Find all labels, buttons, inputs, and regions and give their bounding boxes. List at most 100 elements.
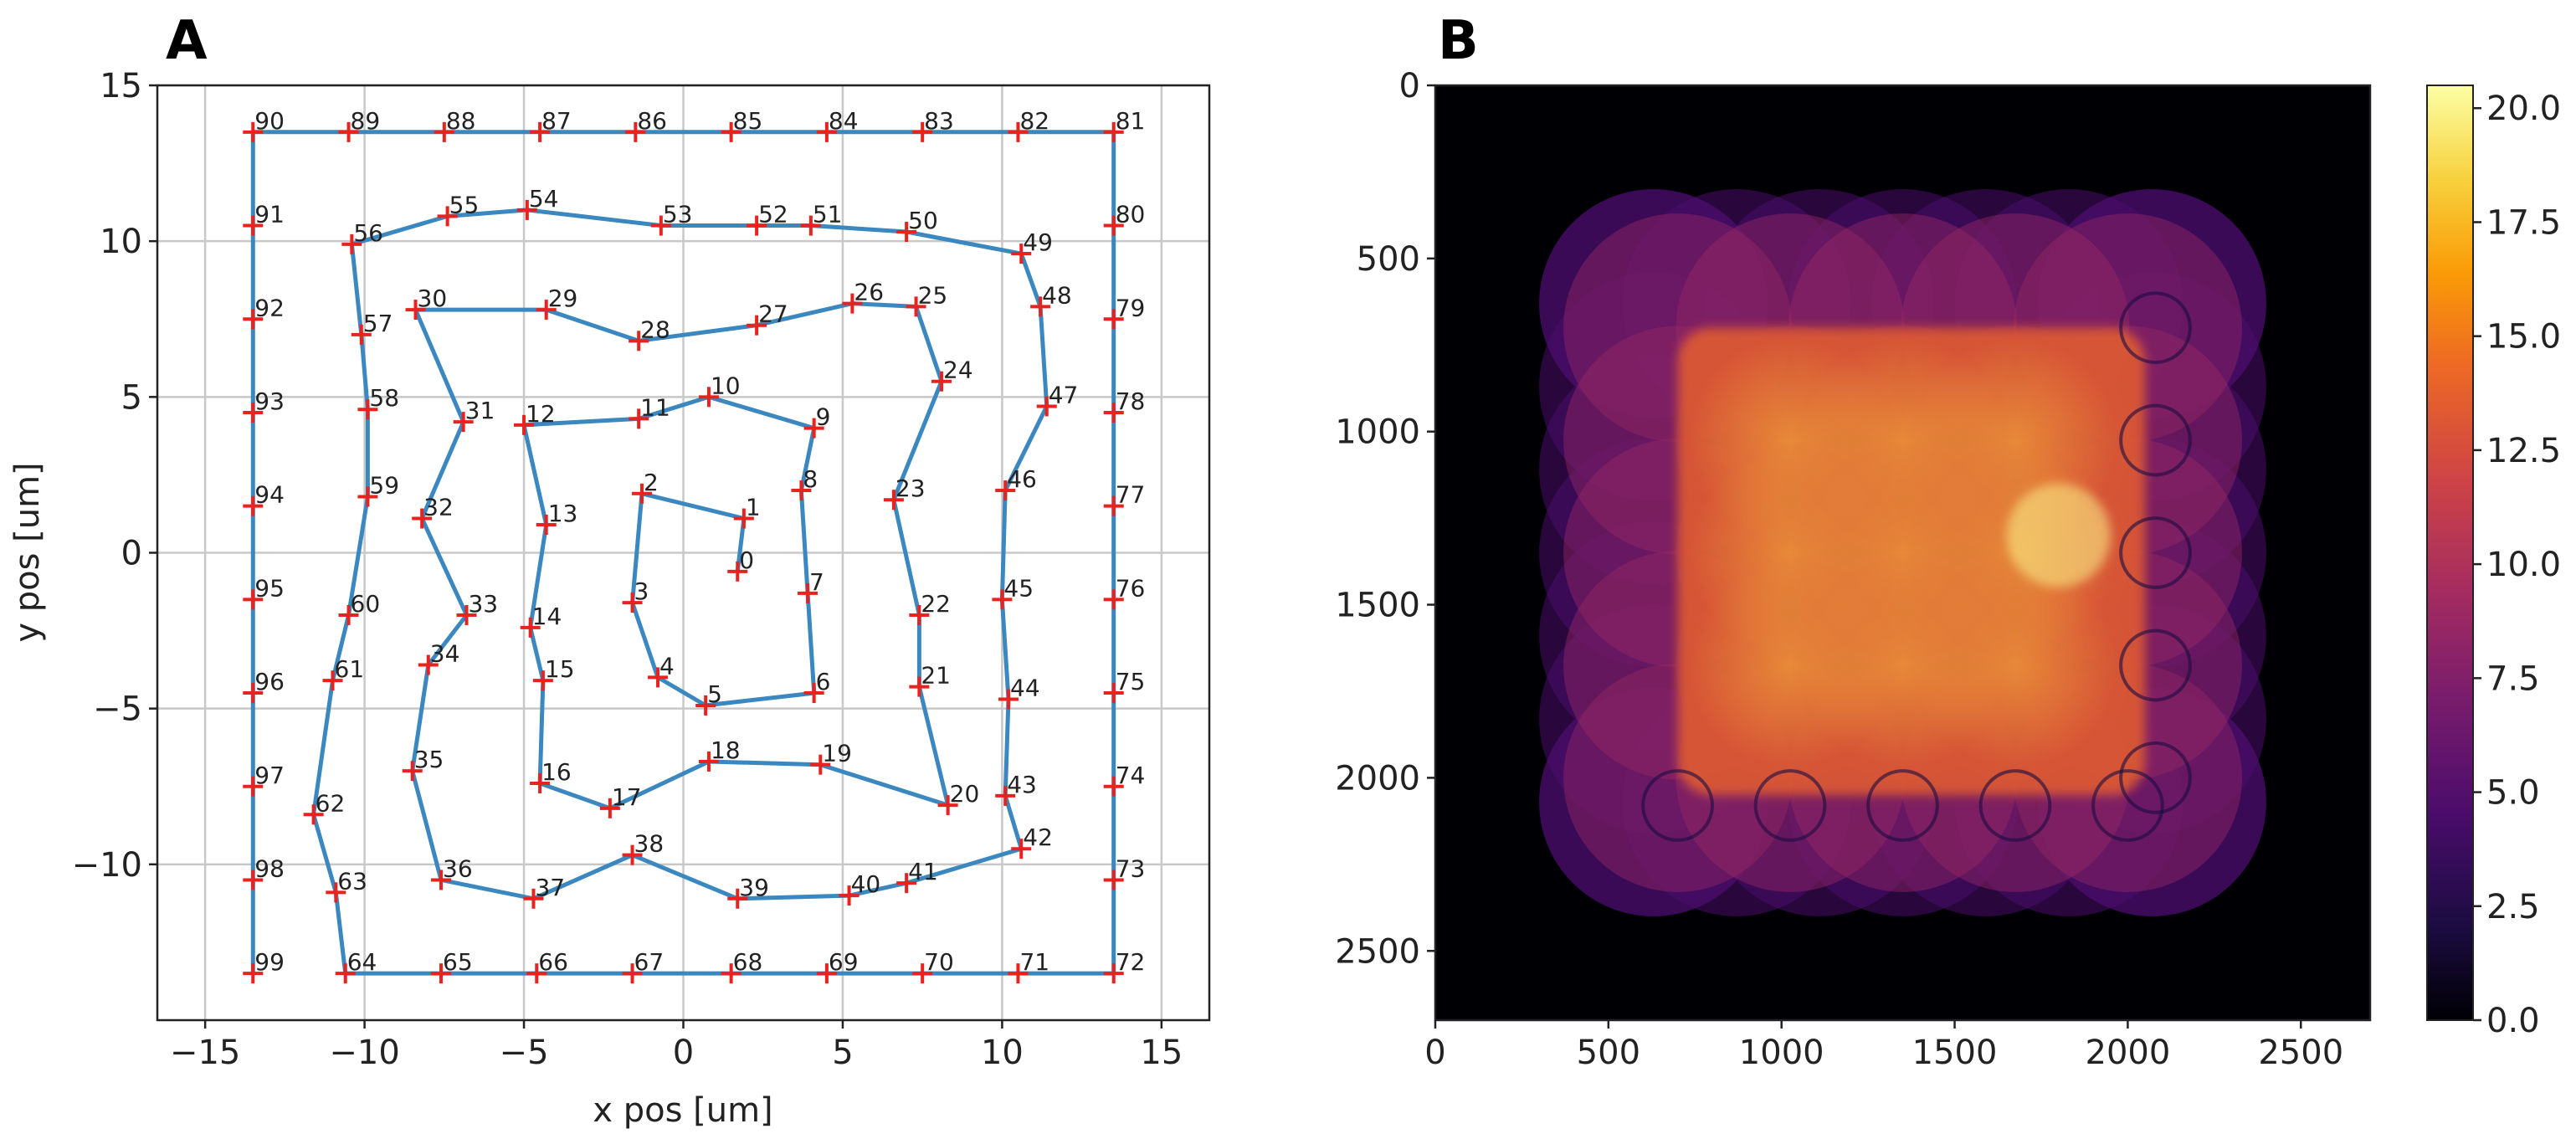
scan-point-marker <box>625 121 646 142</box>
scan-point-label: 36 <box>443 854 473 882</box>
scan-point-label: 72 <box>1116 948 1146 976</box>
scan-point-marker <box>727 561 748 582</box>
scan-point-label: 86 <box>637 107 667 135</box>
scan-point-label: 5 <box>707 680 722 708</box>
scan-point-label: 42 <box>1023 823 1053 851</box>
scan-point-marker <box>243 215 264 236</box>
panel-b-heatmap-chart: B 0 500 1000 1500 2000 2500 0 500 1000 1500 2000 2… <box>1335 10 2561 1072</box>
scan-point-marker <box>998 689 1019 710</box>
x-tick-label: 1500 <box>1912 1034 1998 1072</box>
panel-a-frame <box>156 84 1211 1022</box>
y-tick-label: 5 <box>121 378 142 417</box>
scan-point-marker <box>992 589 1013 610</box>
scan-point-marker <box>434 121 454 142</box>
x-tick-label: −15 <box>170 1034 240 1072</box>
scan-point-marker <box>803 418 824 439</box>
scan-point-label: 74 <box>1116 762 1146 789</box>
scan-point-label: 35 <box>414 746 444 773</box>
scan-point-marker <box>698 387 719 408</box>
scan-point-marker <box>727 888 748 909</box>
scan-point-marker <box>357 486 378 507</box>
colorbar-tick-label: 2.5 <box>2486 888 2540 926</box>
scan-point-marker <box>622 963 643 984</box>
scan-point-marker <box>303 804 324 825</box>
probe-ring <box>1978 769 2052 842</box>
scan-point-marker <box>798 582 818 603</box>
scan-point-marker <box>338 121 359 142</box>
scan-point-label: 81 <box>1116 107 1146 135</box>
x-tick-label: 2500 <box>2258 1034 2343 1072</box>
scan-point-marker <box>357 399 378 420</box>
panel-b-frame <box>1434 84 2372 1022</box>
scan-point-marker <box>629 331 649 351</box>
scan-point-marker <box>1103 683 1124 704</box>
scan-point-marker <box>721 121 741 142</box>
scan-point-label: 90 <box>254 107 285 135</box>
colorbar-tick-label: 17.5 <box>2486 203 2561 242</box>
scan-point-label: 24 <box>943 357 973 384</box>
scan-point-marker <box>431 963 452 984</box>
scan-point-marker <box>1008 121 1029 142</box>
scan-point-marker <box>695 695 716 716</box>
scan-point-markers <box>243 121 1124 984</box>
scan-point-label: 9 <box>816 403 831 431</box>
y-tick-label: 0 <box>121 535 142 573</box>
scan-point-label: 64 <box>347 948 377 976</box>
scan-point-marker <box>842 293 863 314</box>
scan-point-marker <box>1103 963 1124 984</box>
scan-point-label: 41 <box>908 858 938 885</box>
scan-point-label: 69 <box>829 948 859 976</box>
scan-point-label: 26 <box>854 279 884 306</box>
scan-point-label: 67 <box>634 948 665 976</box>
scan-point-marker <box>351 324 372 345</box>
scan-point-marker <box>243 495 264 516</box>
scan-point-marker <box>418 654 439 675</box>
scan-point-marker <box>747 215 767 236</box>
scan-point-marker <box>1103 589 1124 610</box>
scan-point-marker <box>995 480 1016 501</box>
scan-point-marker <box>243 589 264 610</box>
scan-point-label: 28 <box>640 316 670 343</box>
probe-ring <box>2119 629 2192 702</box>
y-tick-label: −5 <box>93 690 142 729</box>
x-tick-label: 10 <box>981 1034 1024 1072</box>
scan-point-label: 30 <box>418 285 448 312</box>
scan-point-label: 34 <box>430 640 460 668</box>
scan-point-marker <box>338 604 359 625</box>
scan-point-label: 43 <box>1007 771 1037 798</box>
scan-point-label: 25 <box>918 281 948 309</box>
scan-point-label: 68 <box>733 948 763 976</box>
scan-point-label: 18 <box>711 736 741 764</box>
scan-point-marker <box>816 963 837 984</box>
scan-point-marker <box>243 309 264 330</box>
panel-a-y-ticks: −10 −5 0 5 10 15 <box>72 67 157 885</box>
scan-point-marker <box>1011 244 1032 264</box>
y-tick-label: 1500 <box>1335 587 1420 625</box>
scan-point-marker <box>931 371 952 392</box>
scan-point-label: 57 <box>363 310 393 337</box>
colorbar-tick-label: 5.0 <box>2486 774 2540 813</box>
probe-ring <box>1866 769 1939 842</box>
scan-point-marker <box>243 121 264 142</box>
scan-point-label: 10 <box>711 372 741 399</box>
scan-point-label: 97 <box>254 762 285 789</box>
scan-point-label: 53 <box>663 201 693 228</box>
scan-point-marker <box>1103 121 1124 142</box>
scan-point-label: 3 <box>634 577 649 605</box>
scan-point-label: 12 <box>526 400 556 428</box>
scan-point-label: 39 <box>739 874 769 901</box>
scan-point-marker <box>896 221 917 242</box>
scan-point-label: 82 <box>1019 107 1049 135</box>
scan-point-label: 66 <box>538 948 568 976</box>
panel-a-x-label: x pos [um] <box>593 1091 772 1130</box>
y-tick-label: 2500 <box>1335 932 1420 971</box>
panel-b-letter: B <box>1438 10 1479 72</box>
scan-point-label: 16 <box>541 758 572 786</box>
y-tick-label: 1000 <box>1335 413 1420 452</box>
scan-point-label: 85 <box>733 107 763 135</box>
colorbar-tick-label: 0.0 <box>2486 1002 2540 1040</box>
scan-point-label: 61 <box>335 655 365 683</box>
